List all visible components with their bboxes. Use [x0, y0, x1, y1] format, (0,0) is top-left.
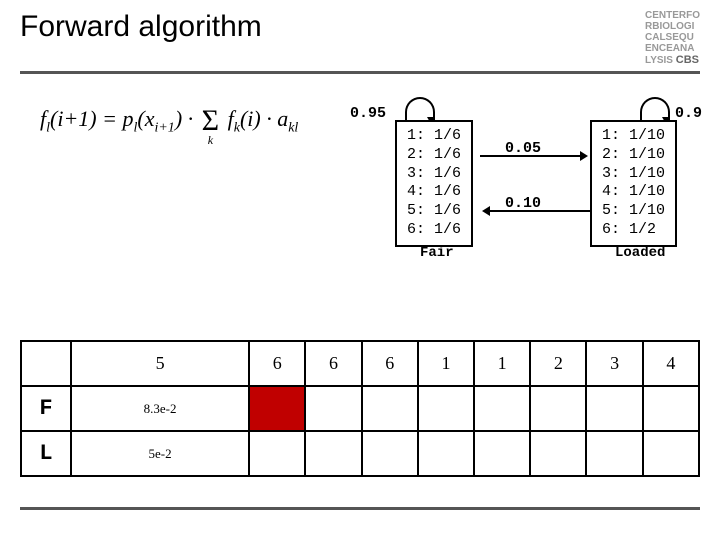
prob-fair-to-loaded: 0.05 [505, 140, 541, 157]
corner-cell [21, 341, 71, 386]
header-row: 5 6 6 6 1 1 2 3 4 [21, 341, 699, 386]
prob-loaded-to-fair: 0.10 [505, 195, 541, 212]
cell-f [474, 386, 530, 431]
obs-header: 1 [418, 341, 474, 386]
obs-header: 6 [362, 341, 418, 386]
label-fair: Fair [420, 245, 454, 261]
hmm-diagram: 0.95 0.9 1: 1/6 2: 1/6 3: 1/6 4: 1/6 5: … [340, 95, 710, 295]
row-label-l: L [21, 431, 71, 476]
prob-self-loaded: 0.9 [675, 105, 702, 122]
cell-f [530, 386, 586, 431]
logo-line: CENTERFO [645, 10, 700, 21]
obs-header: 6 [249, 341, 305, 386]
state-loaded: 1: 1/10 2: 1/10 3: 1/10 4: 1/10 5: 1/10 … [590, 120, 677, 247]
emission-row: 2: 1/6 [407, 146, 461, 165]
obs-header: 3 [586, 341, 642, 386]
cell-f [418, 386, 474, 431]
emission-row: 5: 1/10 [602, 202, 665, 221]
logo: CENTERFO RBIOLOGI CALSEQU ENCEANA LYSIS … [645, 10, 700, 66]
cell-f [586, 386, 642, 431]
cell-l [249, 431, 305, 476]
logo-line: RBIOLOGI [645, 21, 700, 32]
obs-header: 5 [71, 341, 249, 386]
cell-l [362, 431, 418, 476]
obs-header: 6 [305, 341, 361, 386]
slide-title: Forward algorithm [20, 10, 262, 44]
obs-header: 4 [643, 341, 699, 386]
cell-l [643, 431, 699, 476]
cell-l [418, 431, 474, 476]
cell-l [586, 431, 642, 476]
obs-header: 2 [530, 341, 586, 386]
emission-row: 1: 1/6 [407, 127, 461, 146]
logo-line: LYSIS CBS [645, 54, 700, 66]
cell-f [305, 386, 361, 431]
logo-line: ENCEANA [645, 43, 700, 54]
arrow-head-icon [580, 151, 588, 161]
obs-header: 1 [474, 341, 530, 386]
row-label-f: F [21, 386, 71, 431]
cell-f [362, 386, 418, 431]
cell-f: 8.3e-2 [71, 386, 249, 431]
row-l: L 5e-2 [21, 431, 699, 476]
dp-table: 5 6 6 6 1 1 2 3 4 F 8.3e-2 L 5e-2 [20, 340, 700, 477]
emission-row: 1: 1/10 [602, 127, 665, 146]
footer-rule [20, 507, 700, 510]
emission-row: 4: 1/6 [407, 183, 461, 202]
cell-l [474, 431, 530, 476]
cell-f-highlighted [249, 386, 305, 431]
emission-row: 4: 1/10 [602, 183, 665, 202]
emission-row: 5: 1/6 [407, 202, 461, 221]
emission-row: 6: 1/2 [602, 221, 665, 240]
cell-f [643, 386, 699, 431]
state-fair: 1: 1/6 2: 1/6 3: 1/6 4: 1/6 5: 1/6 6: 1/… [395, 120, 473, 247]
logo-line: CALSEQU [645, 32, 700, 43]
cell-l [530, 431, 586, 476]
row-f: F 8.3e-2 [21, 386, 699, 431]
emission-row: 3: 1/10 [602, 165, 665, 184]
arrow-head-icon [482, 206, 490, 216]
emission-row: 6: 1/6 [407, 221, 461, 240]
emission-row: 3: 1/6 [407, 165, 461, 184]
prob-self-fair: 0.95 [350, 105, 386, 122]
label-loaded: Loaded [615, 245, 665, 261]
cell-l: 5e-2 [71, 431, 249, 476]
emission-row: 2: 1/10 [602, 146, 665, 165]
cell-l [305, 431, 361, 476]
